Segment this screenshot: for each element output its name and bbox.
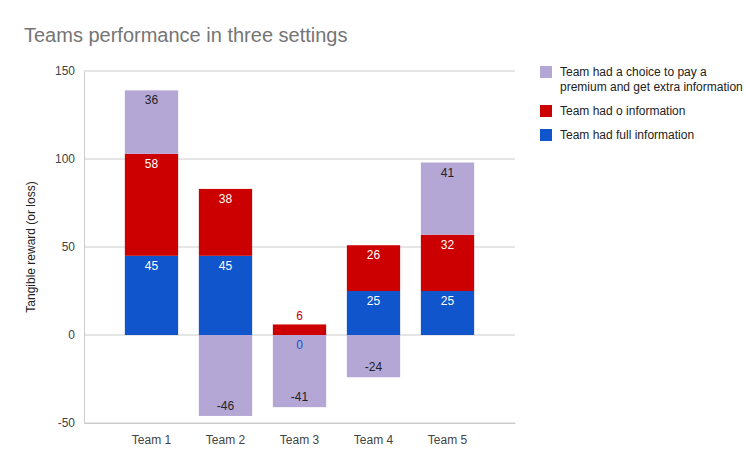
data-label: 36: [145, 93, 159, 107]
y-tick: 50: [62, 240, 84, 254]
x-tick: Team 2: [206, 423, 246, 447]
title: Teams performance in three settings: [24, 24, 348, 46]
y-tick-label: 0: [68, 328, 75, 342]
data-label: 45: [145, 259, 159, 273]
bar: [199, 335, 252, 416]
data-label: 58: [145, 157, 159, 171]
x-tick: Team 4: [354, 423, 394, 447]
data-label: 45: [219, 259, 233, 273]
x-tick-label: Team 2: [206, 433, 246, 447]
x-tick-label: Team 3: [280, 433, 320, 447]
y-tick: 100: [55, 152, 84, 166]
y-tick-label: 100: [55, 152, 75, 166]
y-tick: -50: [58, 416, 84, 430]
bars: [125, 90, 474, 416]
legend-item: Team had o information: [540, 104, 685, 118]
y-axis: -50 0 50 100 150: [55, 64, 85, 430]
bar: [347, 245, 400, 291]
y-axis-title: Tangible reward (or loss): [24, 181, 38, 312]
data-label: 25: [367, 294, 381, 308]
x-tick-label: Team 5: [428, 433, 468, 447]
legend-swatch: [540, 129, 552, 141]
data-label: 25: [441, 294, 455, 308]
bar: [273, 335, 326, 407]
legend-label: Team had a choice to pay apremium and ge…: [560, 65, 743, 94]
x-tick: Team 5: [428, 423, 468, 447]
y-tick-label: -50: [58, 416, 76, 430]
legend-item: Team had a choice to pay apremium and ge…: [540, 65, 743, 94]
data-labels: 45 45 0 25 25 58 38 6 26 32 36 -46 -41 -24 41: [145, 93, 455, 413]
data-label: -46: [217, 399, 235, 413]
data-label: 32: [441, 238, 455, 252]
data-label: 41: [441, 166, 455, 180]
grid-line: [84, 423, 515, 424]
legend-item: Team had full information: [540, 128, 694, 142]
y-tick: 150: [55, 64, 84, 78]
legend-label: Team had full information: [560, 128, 694, 142]
bar: [421, 163, 474, 235]
chart: Teams performance in three settings -50 0 5…: [0, 0, 748, 468]
bar: [125, 90, 178, 153]
grid: [84, 71, 515, 423]
data-label: 26: [367, 248, 381, 262]
x-axis-line: [85, 423, 516, 424]
x-tick-label: Team 4: [354, 433, 394, 447]
data-label: -24: [365, 360, 383, 374]
bar: [273, 324, 326, 335]
x-tick-label: Team 1: [132, 433, 172, 447]
x-tick: Team 1: [132, 423, 172, 447]
y-axis-line: [84, 72, 85, 424]
data-label: 38: [219, 192, 233, 206]
y-tick-label: 150: [55, 64, 75, 78]
legend: Team had a choice to pay apremium and ge…: [540, 65, 743, 142]
bar: [125, 154, 178, 256]
y-tick-label: 50: [62, 240, 76, 254]
grid-line: [84, 71, 515, 72]
bar: [347, 335, 400, 377]
bar: [199, 189, 252, 256]
data-label: 0: [296, 338, 303, 352]
x-tick: Team 3: [280, 423, 320, 447]
legend-swatch: [540, 105, 552, 117]
bar: [347, 291, 400, 335]
legend-swatch: [540, 66, 552, 78]
x-axis: Team 1 Team 2 Team 3 Team 4 Team 5: [85, 423, 516, 447]
bar: [421, 291, 474, 335]
bar: [421, 235, 474, 291]
bar: [125, 256, 178, 335]
legend-label: Team had o information: [560, 104, 685, 118]
data-label: -41: [291, 390, 309, 404]
data-label: 6: [296, 309, 303, 323]
y-tick: 0: [68, 328, 84, 342]
bar: [199, 256, 252, 335]
